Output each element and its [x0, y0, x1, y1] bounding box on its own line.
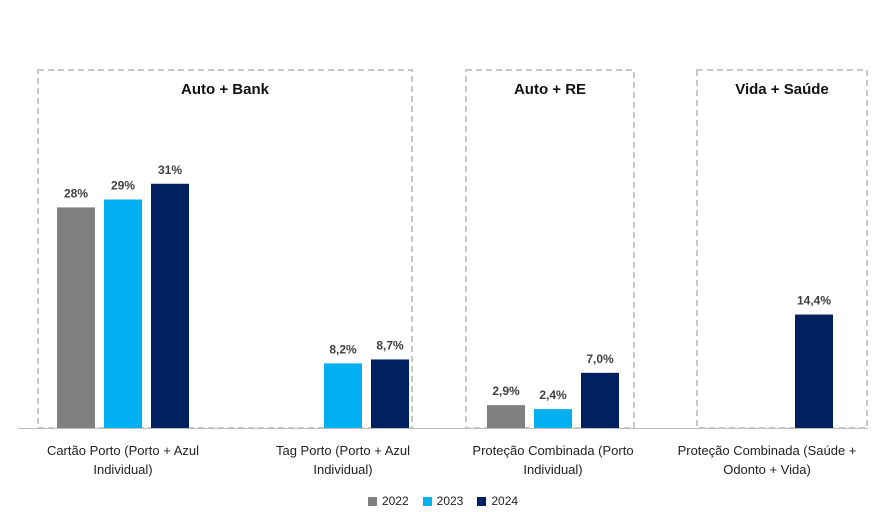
- data-label: 31%: [158, 163, 182, 177]
- group-title: Vida + Saúde: [735, 81, 829, 98]
- category-label: Tag Porto (Porto + Azul: [276, 443, 410, 458]
- data-label: 2,9%: [492, 384, 520, 398]
- category-label: Proteção Combinada (Saúde +: [678, 443, 857, 458]
- legend-item-2024: 2024: [477, 494, 518, 508]
- data-label: 14,4%: [797, 294, 831, 308]
- data-label: 8,2%: [329, 342, 357, 356]
- data-label: 8,7%: [376, 338, 404, 352]
- category-label: Odonto + Vida): [723, 462, 811, 477]
- data-label: 2,4%: [539, 388, 567, 402]
- group-title: Auto + RE: [514, 81, 586, 98]
- bar: [371, 359, 409, 428]
- legend-item-2022: 2022: [367, 494, 409, 508]
- group-title: Auto + Bank: [181, 81, 270, 98]
- bar: [151, 183, 189, 428]
- data-label: 29%: [111, 179, 135, 193]
- legend: 2022 2023 2024: [0, 494, 886, 508]
- bar: [487, 405, 525, 428]
- legend-swatch-2024: [477, 496, 487, 506]
- legend-label: 2023: [436, 494, 464, 508]
- bar: [57, 207, 95, 428]
- bar: [104, 199, 142, 428]
- legend-item-2023: 2023: [422, 494, 464, 508]
- data-label: 28%: [64, 186, 88, 200]
- bar: [324, 363, 362, 428]
- data-label: 7,0%: [586, 352, 614, 366]
- bar: [534, 409, 572, 428]
- category-label: Individual): [93, 462, 152, 477]
- bar: [581, 372, 619, 428]
- group-box: [37, 69, 413, 429]
- category-label: Cartão Porto (Porto + Azul: [47, 443, 199, 458]
- category-label: Individual): [523, 462, 582, 477]
- legend-swatch-2022: [367, 496, 377, 506]
- legend-label: 2022: [381, 494, 409, 508]
- bar: [795, 314, 833, 428]
- legend-swatch-2023: [422, 496, 432, 506]
- group-box: [696, 69, 868, 429]
- category-label: Proteção Combinada (Porto: [472, 443, 633, 458]
- category-label: Individual): [313, 462, 372, 477]
- legend-label: 2024: [491, 494, 519, 508]
